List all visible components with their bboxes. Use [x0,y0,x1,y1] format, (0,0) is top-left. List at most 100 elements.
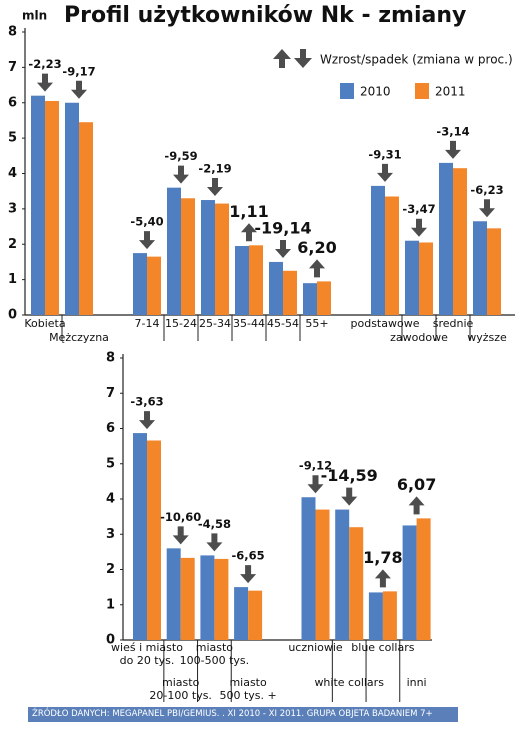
x-tick-label: 35-44 [233,317,265,330]
x-tick-label: średnie [432,317,474,330]
x-tick-label: miasto 500 tys. + [219,676,277,702]
change-arrow [377,163,393,182]
y-tick-label: 1 [106,597,115,612]
bar [31,95,45,315]
change-arrow [207,178,223,197]
legend-title: Wzrost/spadek (zmiana w proc.) [320,53,513,67]
x-tick-label: Mężczyzna [49,331,109,344]
bar [249,245,263,315]
change-arrow [408,496,425,515]
change-label: -9,31 [368,147,401,161]
bar [65,102,79,315]
bar [79,122,93,315]
y-tick-label: 7 [106,386,115,401]
y-tick-label: 2 [8,237,17,252]
bar [349,527,364,640]
x-tick-label: wieś i miasto do 20 tys. [111,641,183,667]
bar [382,591,397,640]
bar [315,509,330,640]
change-arrow [411,218,427,237]
x-tick-label: zawodowe [390,331,448,344]
change-label: -3,14 [436,124,469,138]
bar [214,558,229,640]
y-tick-label: 8 [8,25,17,40]
bar [45,100,59,315]
change-label: -3,47 [402,202,435,216]
change-label: -2,19 [198,162,231,176]
bar [167,187,181,315]
bar [201,200,215,315]
change-arrow [139,411,155,430]
y-unit: mln [22,9,47,23]
legend-swatch [340,83,354,99]
change-arrow [445,140,461,159]
y-tick-label: 7 [8,60,17,75]
change-label: -9,12 [299,459,332,473]
bar [301,497,316,640]
bar [385,196,399,315]
chart-title: Profil użytkowników Nk - zmiany [64,3,466,28]
bar [371,185,385,315]
change-label: 6,07 [397,475,436,494]
bar [166,548,181,640]
legend-label: 2011 [435,85,466,99]
bar [248,590,263,640]
bar [180,557,195,640]
x-tick-label: 55+ [305,317,329,330]
legend-swatch [415,83,429,99]
y-tick-label: 3 [8,201,17,216]
bar [234,587,249,640]
y-tick-label: 4 [106,492,115,507]
change-arrow [37,73,53,92]
change-label: -3,63 [130,395,163,409]
bar [215,203,229,315]
bar [269,261,283,315]
change-arrow [173,165,189,184]
change-arrow [172,526,189,545]
change-label: -14,59 [321,466,378,485]
x-tick-label: 15-24 [165,317,197,330]
x-tick-label: uczniowie [288,641,343,654]
change-label: -19,14 [254,218,311,237]
bar [439,162,453,315]
change-label: -6,65 [232,549,265,563]
y-tick-label: 1 [8,272,17,287]
y-tick-label: 3 [106,527,115,542]
bar [181,198,195,315]
x-tick-label: blue collars [351,641,415,654]
change-arrow [241,223,257,242]
bar [147,440,161,640]
legend-down-arrow [294,49,312,68]
change-arrow [206,533,223,552]
change-arrow [307,475,324,494]
x-tick-label: 7-14 [134,317,160,330]
change-arrow [479,199,495,218]
bar [402,525,417,640]
bar [416,518,431,640]
bar [405,240,419,315]
y-tick-label: 2 [106,562,115,577]
bar [368,592,383,640]
y-tick-label: 6 [8,95,17,110]
change-arrow [374,569,391,588]
y-tick-label: 4 [8,166,17,181]
y-tick-label: 5 [106,456,115,471]
bar [317,281,331,315]
legend-label: 2010 [360,85,391,99]
change-label: -10,60 [160,510,201,524]
y-tick-label: 8 [106,351,115,366]
change-label: -9,59 [164,149,197,163]
bar [133,433,147,640]
source-note: ŹRÓDŁO DANYCH: MEGAPANEL PBI/GEMIUS. . X… [28,707,458,722]
x-tick-label: podstawowe [350,317,420,330]
x-tick-label: 45-54 [267,317,299,330]
bar [335,509,350,640]
y-tick-label: 0 [106,633,115,648]
change-label: -5,40 [130,215,163,229]
change-arrow [71,80,87,99]
bar [473,221,487,315]
bar [283,270,297,315]
x-tick-label: white collars [314,676,384,689]
